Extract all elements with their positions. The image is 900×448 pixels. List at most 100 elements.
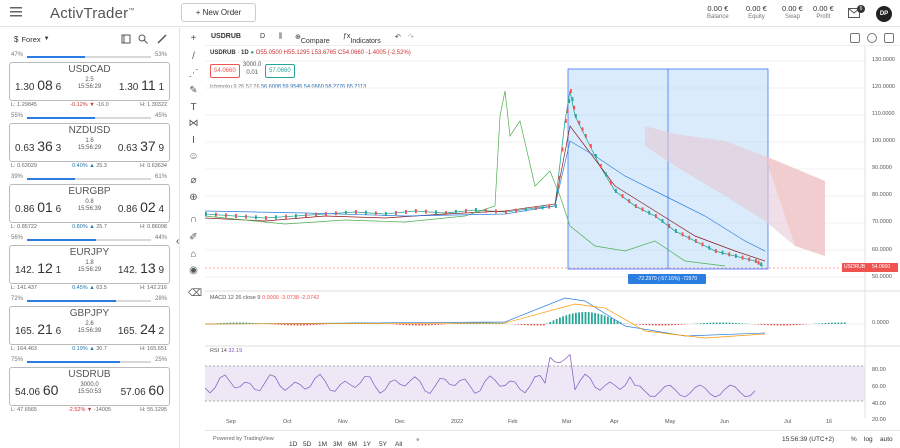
interval-select[interactable]: D [260, 33, 266, 40]
ask-price[interactable]: 1.30 11 1 [118, 77, 164, 93]
buy-button[interactable]: 57.0660 [265, 64, 295, 78]
bid-price[interactable]: 0.86 01 6 [15, 199, 62, 215]
bid-price[interactable]: 0.63 36 3 [15, 138, 62, 154]
snapshot-icon[interactable] [884, 33, 894, 43]
redo-icon[interactable]: ↷ [408, 34, 414, 41]
text-icon[interactable]: T [190, 102, 197, 113]
macd-bar [229, 322, 232, 324]
ask-price[interactable]: 0.86 02 4 [117, 199, 164, 215]
range-button[interactable]: 6M [348, 441, 358, 448]
instrument-card[interactable]: NZDUSD 0.63 36 3 1.6 15:56:29 0.63 37 9 [9, 123, 170, 162]
lock-icon[interactable]: ⌂ [190, 249, 197, 260]
macd-bar [575, 312, 577, 324]
bid-price[interactable]: 54.06 60 [15, 382, 59, 398]
settings-icon[interactable] [867, 33, 877, 43]
instrument-card[interactable]: USDRUB 54.06 60 3000.0 15:50:53 57.06 60 [9, 367, 170, 406]
fib-icon[interactable]: ⋰ [188, 68, 199, 79]
range-button[interactable]: 5D [303, 441, 312, 448]
range-button[interactable]: 1Y [363, 441, 371, 448]
menu-icon[interactable] [10, 7, 22, 17]
fullscreen-icon[interactable] [850, 33, 860, 43]
tradingview-credit[interactable]: Powered by TradingView [213, 436, 274, 442]
chevron-down-icon[interactable]: ▼ [43, 36, 50, 42]
macd-bar [223, 322, 225, 324]
range-button[interactable]: 3M [333, 441, 343, 448]
ask-price[interactable]: 165. 24 2 [117, 321, 164, 337]
ruler-icon[interactable]: ⌀ [190, 175, 197, 186]
new-order-button[interactable]: + New Order [181, 3, 256, 22]
candle [475, 208, 477, 212]
trash-icon[interactable]: ⌫ [188, 288, 203, 299]
profit-stat[interactable]: 0.00 € Profit [813, 4, 834, 21]
balance-stat: 0.00 € Balance [707, 4, 729, 21]
candle [578, 120, 581, 125]
macd-bar [735, 322, 737, 324]
range-button[interactable]: 5Y [379, 441, 387, 448]
ask-price[interactable]: 57.06 60 [120, 382, 164, 398]
bid-price[interactable]: 1.30 08 6 [15, 77, 62, 93]
instrument-card[interactable]: USDCAD 1.30 08 6 2.5 15:56:29 1.30 11 1 [9, 62, 170, 101]
range-button[interactable]: 1D [289, 441, 298, 448]
auto-toggle[interactable]: auto [880, 436, 893, 443]
ask-price[interactable]: 0.63 37 9 [117, 138, 164, 154]
trend-line-icon[interactable]: / [192, 51, 195, 62]
emoji-icon[interactable]: ☺ [188, 151, 199, 162]
avatar[interactable]: DP [876, 6, 892, 22]
candle [590, 144, 592, 148]
collapse-sidebar-icon[interactable]: ‹ [176, 236, 180, 247]
instrument-stats: L: 47.6565 -2.52% ▼ -14005 H: 55.1295 [0, 406, 179, 416]
rsi-legend: RSI 14 32.19 [210, 348, 243, 354]
candle [561, 147, 564, 152]
macd-bar [235, 322, 238, 324]
range-button[interactable]: All [395, 441, 403, 448]
macd-bar [498, 323, 500, 324]
candle [305, 213, 307, 218]
instrument-card[interactable]: EURGBP 0.86 01 6 0.8 15:56:39 0.86 02 4 [9, 184, 170, 223]
candle [757, 260, 760, 265]
measure-icon[interactable]: I [192, 135, 195, 146]
range-button[interactable]: 1M [318, 441, 328, 448]
indicators-button[interactable]: ƒx Indicators [343, 33, 381, 45]
compare-button[interactable]: ⊕ Compare [295, 34, 330, 45]
zoom-in-icon[interactable]: ⊕ [189, 192, 198, 203]
edit-icon[interactable] [157, 34, 167, 44]
layout-icon[interactable] [121, 34, 131, 44]
symbol-search[interactable]: USDRUB [211, 33, 241, 40]
macd-bar [226, 322, 228, 324]
price-chart[interactable] [205, 46, 900, 430]
ask-price[interactable]: 142. 13 9 [117, 260, 164, 276]
search-icon[interactable] [138, 34, 148, 44]
undo-icon[interactable]: ↶ [395, 34, 401, 41]
instrument-card[interactable]: GBPJPY 165. 21 6 2.6 15:56:39 165. 24 2 [9, 306, 170, 345]
watchlist-header: $ Forex ▼ [0, 28, 179, 50]
sentiment-buy: 25% [154, 357, 167, 363]
pattern-icon[interactable]: ⋈ [188, 118, 199, 129]
sentiment-bar: 56% 44% [0, 233, 179, 245]
instrument-card[interactable]: EURJPY 142. 12 1 1.8 15:56:29 142. 13 9 [9, 245, 170, 284]
log-toggle[interactable]: log [864, 436, 873, 443]
magnet-icon[interactable]: ∩ [189, 214, 198, 225]
macd-bar [738, 323, 740, 324]
candle-type-icon[interactable]: ⫼ [279, 33, 283, 40]
range-icon[interactable]: ⚬ [415, 437, 421, 444]
crosshair-icon[interactable]: + [190, 33, 197, 44]
rsi-line [205, 353, 756, 398]
candle [335, 211, 337, 216]
bid-price[interactable]: 165. 21 6 [15, 321, 62, 337]
price-tick: 80.0000 [872, 192, 892, 198]
pen-icon[interactable]: ✎ [189, 85, 198, 96]
macd-bar [594, 312, 596, 324]
eye-icon[interactable]: ◉ [189, 265, 198, 276]
percent-toggle[interactable]: % [851, 436, 857, 443]
sell-button[interactable]: 54.0660 [210, 64, 240, 78]
bid-price[interactable]: 142. 12 1 [15, 260, 62, 276]
lock-draw-icon[interactable]: ✐ [189, 232, 198, 243]
macd-bar [546, 323, 548, 324]
notification-badge: 6 [857, 5, 865, 13]
instrument-symbol: EURGBP [68, 186, 111, 197]
macd-bar [792, 324, 795, 326]
sentiment-bar: 47% 53% [0, 50, 179, 62]
category-select[interactable]: Forex [21, 34, 41, 44]
rsi-tick: 80.00 [872, 367, 886, 373]
macd-bar [565, 315, 568, 324]
